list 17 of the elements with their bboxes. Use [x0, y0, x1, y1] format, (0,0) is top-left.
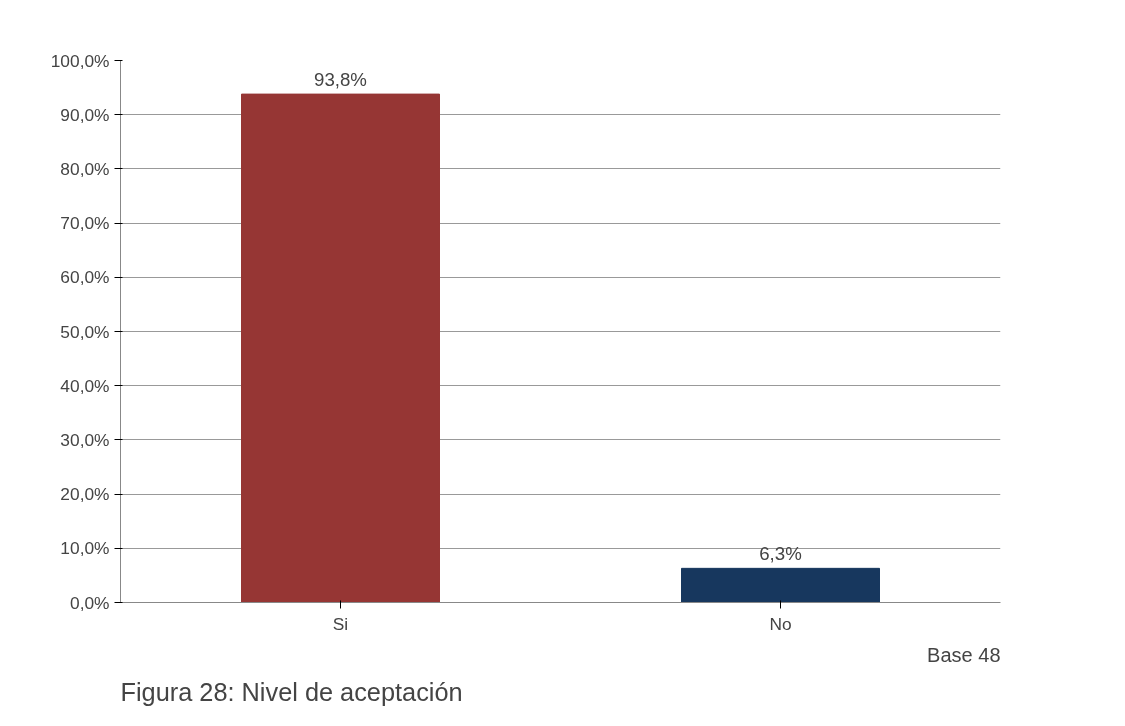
- y-tick-label: 30,0%: [60, 429, 110, 450]
- y-tick-label: 10,0%: [60, 538, 110, 559]
- y-tick-label: 40,0%: [60, 375, 110, 396]
- y-tick-label: 90,0%: [60, 104, 110, 125]
- x-tick-label: Si: [332, 613, 349, 634]
- y-tick-label: 100,0%: [50, 50, 110, 71]
- y-tick-label: 20,0%: [60, 484, 110, 505]
- y-tick-label: 0,0%: [70, 592, 110, 613]
- data-label: 93,8%: [314, 69, 367, 91]
- y-tick-label: 50,0%: [60, 321, 110, 342]
- y-tick-label: 60,0%: [60, 267, 110, 288]
- y-tick-label: 80,0%: [60, 158, 110, 179]
- text: Base 48: [927, 643, 1001, 666]
- y-tick-label: 70,0%: [60, 213, 110, 234]
- data-label: 6,3%: [759, 543, 802, 565]
- x-tick-label: No: [769, 613, 792, 634]
- text: Figura 28: Nivel de aceptación: [120, 677, 463, 706]
